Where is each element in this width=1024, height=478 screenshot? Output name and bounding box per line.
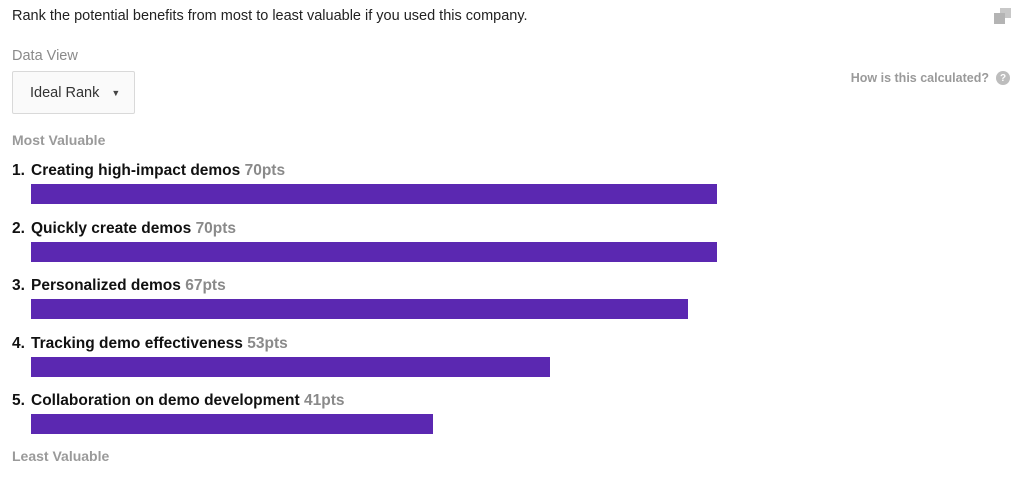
question-text: Rank the potential benefits from most to… [12, 8, 528, 24]
rank-label: Creating high-impact demos [31, 162, 241, 179]
rank-item: 1. Creating high-impact demos 70pts [0, 162, 1024, 212]
rank-item: 4. Tracking demo effectiveness 53pts [0, 335, 1024, 385]
rank-title: 5. Collaboration on demo development 41pt… [12, 392, 345, 410]
caret-down-icon: ▼ [111, 87, 121, 98]
rank-item: 2. Quickly create demos 70pts [0, 220, 1024, 270]
rank-points: 70pts [195, 219, 237, 237]
rank-item: 5. Collaboration on demo development 41pt… [0, 392, 1024, 442]
rank-bar [31, 184, 717, 204]
rank-number: 1. [12, 162, 25, 179]
rank-item: 3. Personalized demos 67pts [0, 277, 1024, 327]
rank-title: 1. Creating high-impact demos 70pts [12, 162, 285, 180]
rank-number: 5. [12, 392, 25, 409]
rank-title: 2. Quickly create demos 70pts [12, 220, 236, 238]
rank-label: Personalized demos [31, 277, 181, 294]
rank-number: 4. [12, 334, 25, 352]
how-calculated-link[interactable]: How is this calculated? ? [851, 71, 1010, 85]
rank-number: 3. [12, 277, 25, 294]
rank-bar [31, 241, 717, 262]
rank-points: 70pts [244, 162, 286, 179]
rank-label: Collaboration on demo development [31, 392, 300, 409]
rank-title: 3. Personalized demos 67pts [12, 277, 226, 295]
rank-bar [31, 414, 433, 434]
dropdown-selected-value: Ideal Rank [30, 84, 100, 101]
rank-label: Tracking demo effectiveness [31, 334, 243, 352]
how-calculated-label: How is this calculated? [850, 71, 989, 85]
data-view-label: Data View [12, 48, 78, 64]
copy-icon[interactable] [994, 8, 1012, 24]
rank-points: 67pts [185, 277, 226, 294]
rank-bar [31, 299, 688, 319]
rank-points: 53pts [247, 334, 288, 352]
help-icon[interactable]: ? [996, 71, 1010, 85]
rank-bar [31, 356, 550, 377]
rank-points: 41pts [304, 392, 345, 409]
rank-number: 2. [12, 219, 25, 237]
rank-title: 4. Tracking demo effectiveness 53pts [12, 335, 288, 353]
most-valuable-label: Most Valuable [12, 132, 106, 148]
least-valuable-label: Least Valuable [12, 448, 110, 464]
data-view-dropdown[interactable]: Ideal Rank ▼ [12, 71, 135, 114]
rank-label: Quickly create demos [31, 219, 192, 237]
